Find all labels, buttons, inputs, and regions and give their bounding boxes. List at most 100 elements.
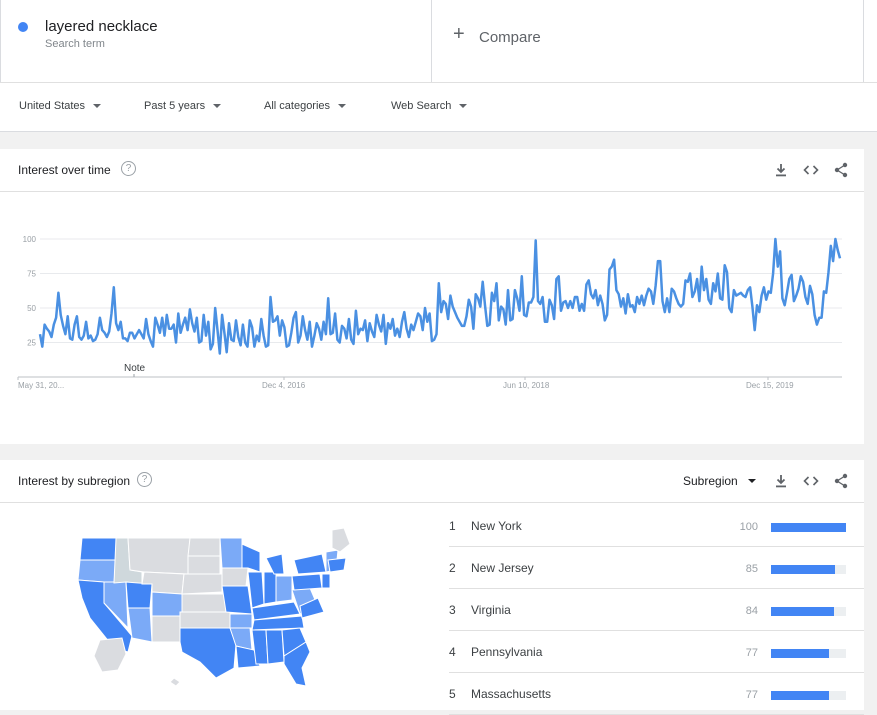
card-title: Interest over time: [18, 163, 111, 177]
map-region[interactable]: [179, 611, 231, 629]
map-region[interactable]: [263, 571, 277, 605]
search-term-text[interactable]: layered necklace: [45, 18, 158, 35]
score-bar: [771, 523, 846, 532]
download-icon[interactable]: [773, 473, 789, 489]
us-choropleth-map[interactable]: [70, 528, 350, 693]
x-tick-label: May 31, 20...: [18, 381, 64, 390]
map-region[interactable]: [187, 555, 221, 575]
compare-card[interactable]: + Compare: [432, 0, 864, 82]
card-title: Interest by subregion: [18, 474, 131, 488]
subregion-dropdown-label: Subregion: [683, 474, 738, 488]
caret-down-icon: [213, 104, 222, 108]
ranking-row[interactable]: 3 Virginia 84: [449, 589, 864, 631]
interest-line-chart[interactable]: 25 50 75 100 May 31, 20... Dec 4, 2016 Jun 10,…: [0, 192, 864, 444]
share-icon[interactable]: [833, 162, 849, 178]
score-bar: [771, 649, 829, 658]
compare-button[interactable]: Compare: [479, 29, 541, 46]
score-bar: [771, 565, 835, 574]
region-score: 100: [739, 521, 758, 533]
subregion-ranking-list: 1 New York 100 2 New Jersey 85 3 Virginia 84 4 Pen…: [449, 505, 864, 715]
map-region[interactable]: [179, 627, 237, 679]
map-region[interactable]: [251, 615, 305, 631]
rank-number: 3: [449, 603, 456, 617]
map-region[interactable]: [331, 528, 350, 553]
map-region[interactable]: [283, 641, 311, 687]
ranking-row[interactable]: 2 New Jersey 85: [449, 547, 864, 589]
map-region[interactable]: [265, 553, 285, 575]
region-name[interactable]: New Jersey: [471, 561, 534, 575]
region-name[interactable]: Massachusetts: [471, 687, 552, 701]
map-region[interactable]: [127, 607, 153, 643]
map-region[interactable]: [275, 575, 293, 603]
filter-category-label: All categories: [264, 100, 331, 112]
x-tick-label: Jun 10, 2018: [503, 381, 550, 390]
map-region[interactable]: [187, 537, 221, 557]
map-region[interactable]: [293, 553, 327, 575]
subregion-dropdown[interactable]: Subregion: [683, 474, 756, 488]
map-region[interactable]: [181, 573, 223, 595]
rank-number: 4: [449, 645, 456, 659]
y-tick-label: 50: [27, 304, 36, 313]
filter-search-type-label: Web Search: [391, 100, 452, 112]
note-label: Note: [124, 363, 146, 374]
score-bar-track: [771, 691, 846, 700]
rank-number: 5: [449, 687, 456, 701]
map-region[interactable]: [219, 537, 243, 569]
help-icon[interactable]: ?: [137, 472, 152, 487]
score-bar-track: [771, 523, 846, 532]
map-region[interactable]: [221, 585, 253, 615]
x-tick-label: Dec 4, 2016: [262, 381, 306, 390]
rank-number: 1: [449, 519, 456, 533]
help-icon[interactable]: ?: [121, 161, 136, 176]
ranking-row[interactable]: 5 Massachusetts 77: [449, 673, 864, 715]
embed-icon[interactable]: [803, 162, 819, 178]
embed-icon[interactable]: [803, 473, 819, 489]
map-region[interactable]: [299, 597, 325, 619]
score-bar-track: [771, 649, 846, 658]
series-line: [38, 237, 842, 355]
map-region[interactable]: [93, 637, 127, 673]
map-region[interactable]: [291, 573, 323, 591]
plus-icon[interactable]: +: [453, 23, 465, 45]
map-region[interactable]: [151, 615, 181, 643]
map-region[interactable]: [327, 557, 347, 573]
region-score: 85: [745, 563, 758, 575]
y-tick-label: 100: [23, 235, 37, 244]
search-bar: layered necklace Search term + Compare: [0, 0, 877, 82]
filter-category[interactable]: All categories: [264, 100, 347, 112]
card-header: Interest over time ?: [0, 149, 864, 192]
map-region[interactable]: [77, 559, 117, 584]
term-color-dot: [18, 22, 28, 32]
filter-location-label: United States: [19, 100, 86, 112]
map-region[interactable]: [235, 645, 261, 669]
region-score: 84: [745, 605, 758, 617]
ranking-row[interactable]: 1 New York 100: [449, 505, 864, 547]
map-region[interactable]: [241, 543, 261, 573]
score-bar-track: [771, 607, 846, 616]
map-region[interactable]: [125, 581, 153, 609]
map-region[interactable]: [221, 567, 249, 587]
map-region[interactable]: [265, 629, 285, 665]
map-region[interactable]: [321, 573, 331, 589]
map-region[interactable]: [151, 591, 183, 617]
map-region[interactable]: [229, 613, 253, 629]
region-name[interactable]: New York: [471, 519, 522, 533]
filter-time-range[interactable]: Past 5 years: [144, 100, 222, 112]
filter-location[interactable]: United States: [19, 100, 102, 112]
share-icon[interactable]: [833, 473, 849, 489]
region-score: 77: [745, 647, 758, 659]
card-header: Interest by subregion ? Subregion: [0, 460, 864, 503]
y-tick-label: 25: [27, 339, 36, 348]
map-region[interactable]: [169, 677, 181, 687]
map-region[interactable]: [127, 537, 191, 575]
region-name[interactable]: Pennsylvania: [471, 645, 543, 659]
search-term-card[interactable]: layered necklace Search term: [0, 0, 432, 82]
map-region[interactable]: [79, 537, 117, 561]
map-region[interactable]: [181, 593, 227, 613]
region-name[interactable]: Virginia: [471, 603, 511, 617]
filter-search-type[interactable]: Web Search: [391, 100, 468, 112]
filter-bar: United States Past 5 years All categorie…: [0, 82, 877, 132]
download-icon[interactable]: [773, 162, 789, 178]
search-term-type: Search term: [45, 38, 105, 50]
ranking-row[interactable]: 4 Pennsylvania 77: [449, 631, 864, 673]
